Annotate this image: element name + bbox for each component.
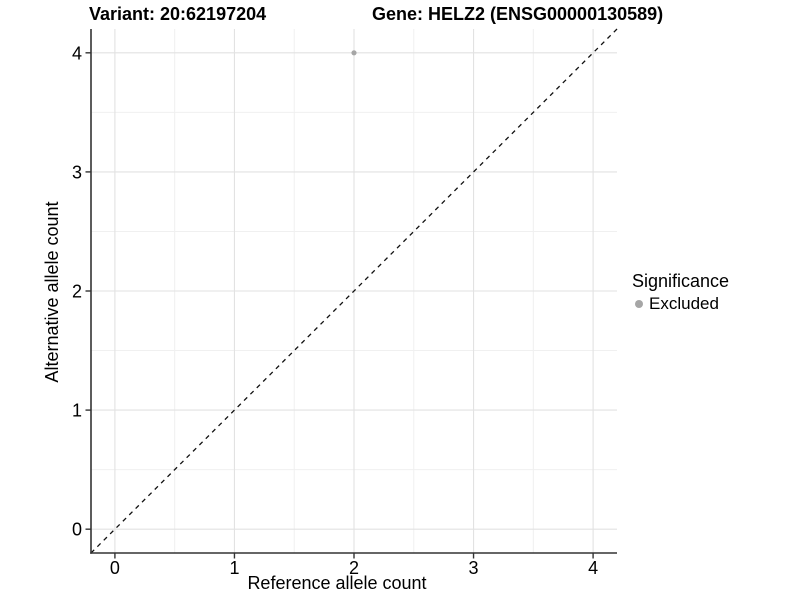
legend-title: Significance — [632, 271, 730, 291]
gene-title: Gene: HELZ2 (ENSG00000130589) — [372, 4, 664, 24]
identity-line — [90, 28, 618, 554]
legend-item-excluded: Excluded — [632, 294, 729, 314]
excluded-point-icon — [635, 300, 643, 308]
y-tick-label: 1 — [72, 401, 82, 421]
data-point — [351, 50, 357, 56]
x-tick-label: 3 — [469, 558, 479, 578]
y-tick-label: 3 — [72, 162, 82, 182]
y-tick-label: 4 — [72, 43, 82, 63]
legend-item-label: Excluded — [649, 294, 719, 313]
variant-title: Variant: 20:62197204 — [89, 4, 267, 24]
y-tick-label: 2 — [72, 282, 82, 302]
legend: Significance Excluded — [632, 271, 729, 314]
y-tick-label: 0 — [72, 520, 82, 540]
x-tick-label: 0 — [110, 558, 120, 578]
x-tick-label: 4 — [588, 558, 598, 578]
y-axis-title: Alternative allele count — [42, 201, 62, 383]
x-tick-label: 2 — [349, 558, 359, 578]
x-axis-title: Reference allele count — [247, 573, 427, 593]
x-tick-label: 1 — [229, 558, 239, 578]
